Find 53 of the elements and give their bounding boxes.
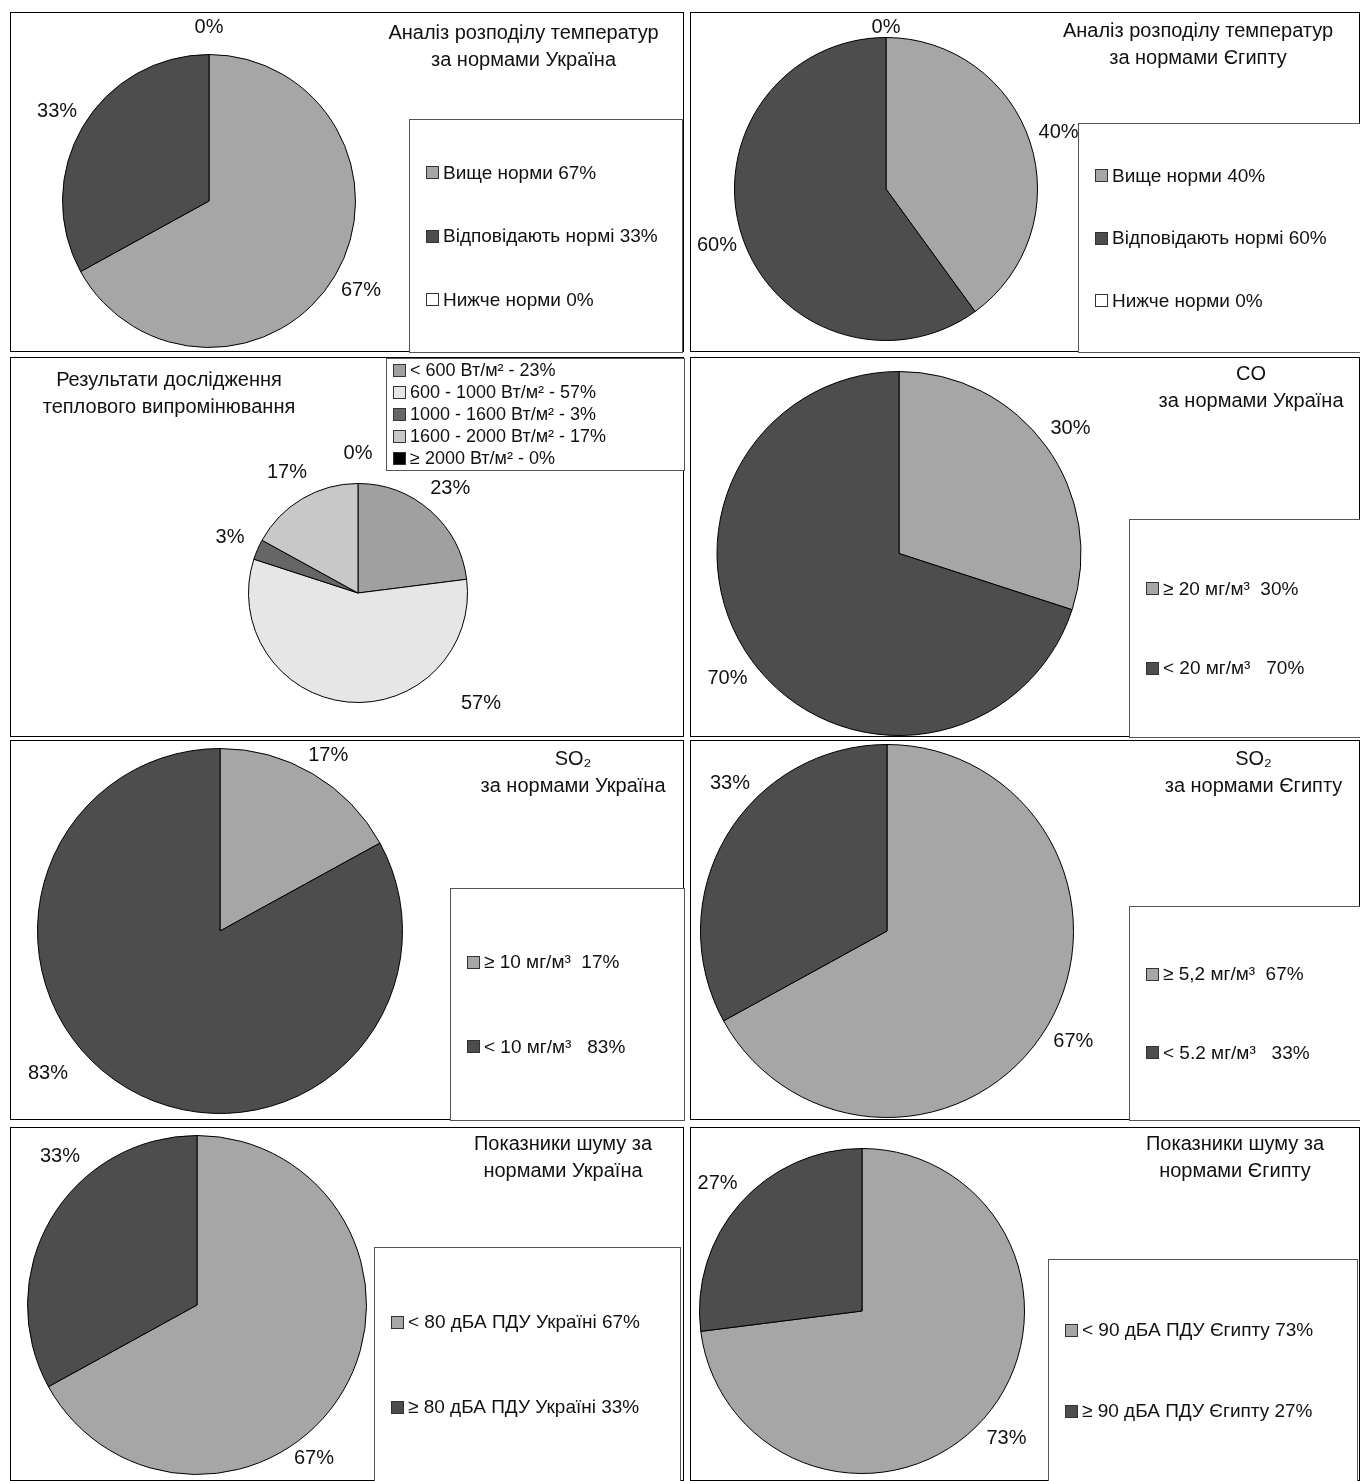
data-label: 27%: [697, 1171, 738, 1194]
chart-title: SO₂: [553, 746, 593, 771]
text: Результати дослідження теплового випромінювання: [41, 367, 297, 419]
data-label: 67%: [340, 278, 382, 301]
chart-title: SO₂: [1234, 746, 1273, 771]
data-label: 57%: [460, 690, 502, 713]
data-label: 60%: [696, 232, 738, 255]
legend-label: Нижче норми 0%: [443, 288, 594, 311]
data-label: 17%: [266, 460, 308, 483]
data-label: 33%: [37, 98, 78, 121]
chart-title: CO: [1235, 361, 1267, 386]
data-label: 67%: [1053, 1028, 1094, 1051]
legend-label: < 5.2 мг/м³ 33%: [1163, 1041, 1310, 1064]
data-label: 83%: [27, 1060, 69, 1083]
data-label: 23%: [430, 475, 471, 498]
text: за нормами Україна: [479, 773, 667, 798]
data-label: 30%: [1050, 416, 1091, 439]
chart-title: Аналіз розподілу температур за нормами Україна: [387, 20, 660, 72]
legend-label: Відповідають нормі 60%: [1112, 227, 1327, 249]
legend-label: 600 - 1000 Вт/м² - 57%: [410, 381, 597, 403]
text: 0%: [871, 14, 901, 37]
legend-label: Вище норми 67%: [443, 161, 597, 184]
legend-label: 1600 - 2000 Вт/м² - 17%: [410, 425, 607, 447]
legend-label: ≥ 10 мг/м³ 17%: [484, 951, 620, 974]
legend-label: ≥ 20 мг/м³ 30%: [1163, 577, 1299, 600]
legend-label: ≥ 80 дБА ПДУ Україні 33%: [408, 1396, 640, 1418]
text: Показники шуму за нормами Україна: [472, 1131, 654, 1183]
legend-label: < 90 дБА ПДУ Єгипту 73%: [1082, 1319, 1314, 1341]
legend-label: ≥ 2000 Вт/м² - 0%: [410, 447, 555, 469]
legend-label: < 20 мг/м³ 70%: [1163, 657, 1305, 680]
text: 0%: [343, 441, 373, 464]
legend-label: ≥ 90 дБА ПДУ Єгипту 27%: [1082, 1400, 1313, 1422]
legend-label: < 600 Вт/м² - 23%: [410, 359, 556, 381]
data-label: 67%: [293, 1445, 335, 1468]
legend-label: 1000 - 1600 Вт/м² - 3%: [410, 403, 597, 425]
data-label: 73%: [986, 1425, 1027, 1448]
data-label: 33%: [709, 770, 751, 793]
data-label: 17%: [308, 742, 349, 765]
legend-label: Вище норми 40%: [1112, 164, 1266, 187]
legend-label: < 80 дБА ПДУ Україні 67%: [408, 1311, 640, 1333]
text: за нормами Україна: [1157, 388, 1345, 413]
data-label: 3%: [215, 525, 245, 548]
legend-label: < 10 мг/м³ 83%: [484, 1035, 626, 1058]
chart-title: Аналіз розподілу температур за нормами Єгипту: [1061, 18, 1335, 70]
legend-label: Відповідають нормі 33%: [443, 225, 658, 247]
text: 0%: [194, 14, 224, 37]
data-label: 33%: [39, 1143, 81, 1166]
text: за нормами Єгипту: [1163, 773, 1344, 798]
data-label: 70%: [707, 665, 748, 688]
legend-label: ≥ 5,2 мг/м³ 67%: [1163, 963, 1304, 986]
data-label: 40%: [1038, 120, 1079, 143]
legend-label: Нижче норми 0%: [1112, 289, 1263, 312]
chart-title: Показники шуму за нормами Єгипту: [1144, 1131, 1326, 1183]
